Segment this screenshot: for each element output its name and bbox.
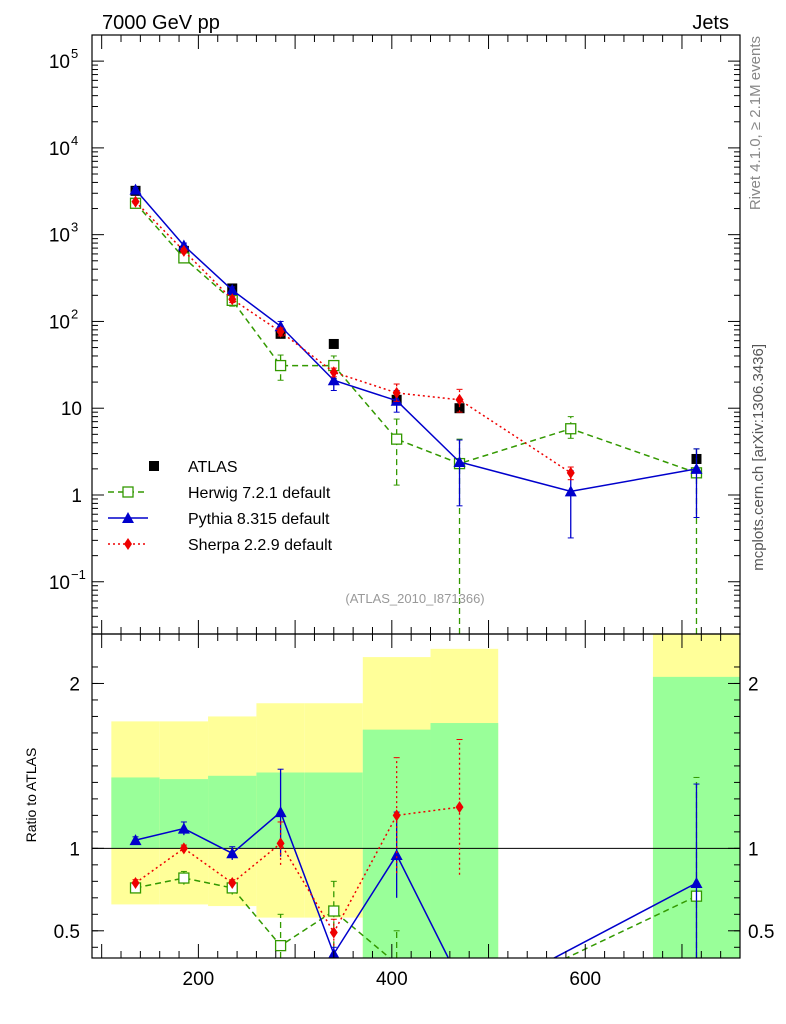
y-tick-label: 1: [71, 486, 82, 507]
legend-label-sherpa: Sherpa 2.2.9 default: [188, 537, 333, 554]
legend-label-data: ATLAS: [188, 459, 238, 476]
point-pythia: [129, 183, 142, 195]
point-pythia: [453, 455, 466, 467]
band-inner-2: [208, 775, 257, 849]
point-sherpa: [392, 386, 401, 399]
y-tick-label: 10: [49, 52, 70, 73]
ratio-point-sherpa: [455, 801, 464, 814]
point-pythia: [327, 374, 340, 386]
ratio-point-pythia: [390, 848, 403, 860]
legend-marker-data: [149, 461, 159, 471]
band-inner-6: [430, 723, 499, 958]
point-sherpa: [455, 393, 464, 406]
ratio-point-sherpa: [131, 876, 140, 889]
ratio-point-sherpa: [392, 809, 401, 822]
ratio-point-sherpa: [228, 876, 237, 889]
series-line-sherpa: [134, 201, 572, 474]
ratio-uncertainty-bands: [92, 634, 740, 958]
bottom-cover: [0, 958, 786, 1024]
series-line-herwig: [134, 202, 697, 474]
ratio-point-pythia: [177, 822, 190, 834]
ratio-y-tick-label-right: 2: [748, 674, 759, 695]
ratio-tail-pythia: [536, 882, 697, 968]
ratio-panel: [129, 739, 703, 981]
y-tick-label: 10: [49, 573, 70, 594]
ratio-frame: [91, 633, 741, 959]
point-herwig: [274, 359, 287, 372]
y-tick-exponent: 4: [71, 133, 78, 148]
point-sherpa: [566, 466, 575, 479]
point-herwig: [391, 433, 403, 445]
point-sherpa: [276, 325, 285, 338]
ratio-y-tick-label-left: 2: [69, 674, 80, 695]
ratio-point-sherpa: [276, 837, 285, 850]
series-sherpa: [131, 195, 575, 481]
main-panel: [129, 183, 703, 634]
ratio-point-pythia: [690, 876, 703, 888]
y-tick-exponent: 2: [71, 306, 78, 321]
analysis-label: (ATLAS_2010_I871366): [345, 591, 484, 606]
header-right-title: Jets: [692, 12, 729, 34]
ratio-point-sherpa: [329, 926, 338, 939]
legend-marker-herwig: [122, 486, 134, 498]
legend-label-herwig: Herwig 7.2.1 default: [188, 485, 331, 502]
y-tick-label: 10: [49, 312, 70, 333]
frames: [0, 34, 786, 1024]
point-sherpa: [329, 366, 338, 379]
ratio-series-sherpa: [131, 739, 464, 946]
legend-marker-pythia: [122, 512, 134, 523]
series-herwig: [129, 197, 703, 634]
ratio-series-pythia: [129, 768, 703, 981]
y-tick-label: 10: [49, 139, 70, 160]
ratio-point-pythia: [129, 834, 142, 846]
header-left-title: 7000 GeV pp: [102, 12, 220, 34]
ratio-ylabel: Ratio to ATLAS: [23, 748, 39, 843]
ratio-y-tick-label-right: 1: [748, 839, 759, 860]
x-tick-label: 600: [569, 969, 601, 990]
y-tick-label: 10: [61, 399, 82, 420]
point-pythia: [690, 462, 703, 474]
ratio-y-tick-label-left: 0.5: [54, 922, 80, 943]
legend-marker-sherpa: [124, 538, 132, 550]
series-pythia: [129, 183, 703, 539]
x-tick-label: 200: [183, 969, 215, 990]
point-pythia: [564, 485, 577, 497]
ratio-point-herwig: [178, 872, 190, 884]
ratio-point-herwig: [328, 905, 340, 917]
series-data: [130, 185, 702, 464]
point-pythia: [226, 284, 239, 296]
point-data: [454, 403, 465, 414]
ratio-point-sherpa: [179, 842, 188, 855]
y-tick-label: 10: [49, 226, 70, 247]
point-sherpa: [228, 293, 237, 306]
ratio-point-pythia: [226, 847, 239, 859]
band-inner-4: [304, 772, 363, 849]
ratio-y-tick-label-right: 0.5: [748, 922, 774, 943]
y-tick-exponent: 5: [71, 46, 78, 61]
y-tick-exponent: 3: [71, 220, 78, 235]
legend-label-pythia: Pythia 8.315 default: [188, 511, 330, 528]
ratio-point-pythia: [274, 806, 287, 818]
legend: ATLAS Herwig 7.2.1 default Pythia 8.315 de…: [108, 459, 333, 554]
ratio-point-herwig: [274, 939, 287, 952]
point-data: [328, 338, 339, 349]
rivet-label: Rivet 4.1.0, ≥ 2.1M events: [747, 36, 764, 210]
x-tick-label: 400: [376, 969, 408, 990]
series-line-pythia: [134, 189, 697, 493]
point-sherpa: [179, 244, 188, 257]
ratio-line-herwig: [135, 877, 398, 965]
point-sherpa: [131, 195, 140, 208]
ratio-y-tick-label-left: 1: [69, 839, 80, 860]
y-tick-exponent: −1: [71, 567, 86, 582]
mcplots-label: mcplots.cern.ch [arXiv:1306.3436]: [750, 344, 767, 571]
point-herwig: [565, 423, 577, 435]
